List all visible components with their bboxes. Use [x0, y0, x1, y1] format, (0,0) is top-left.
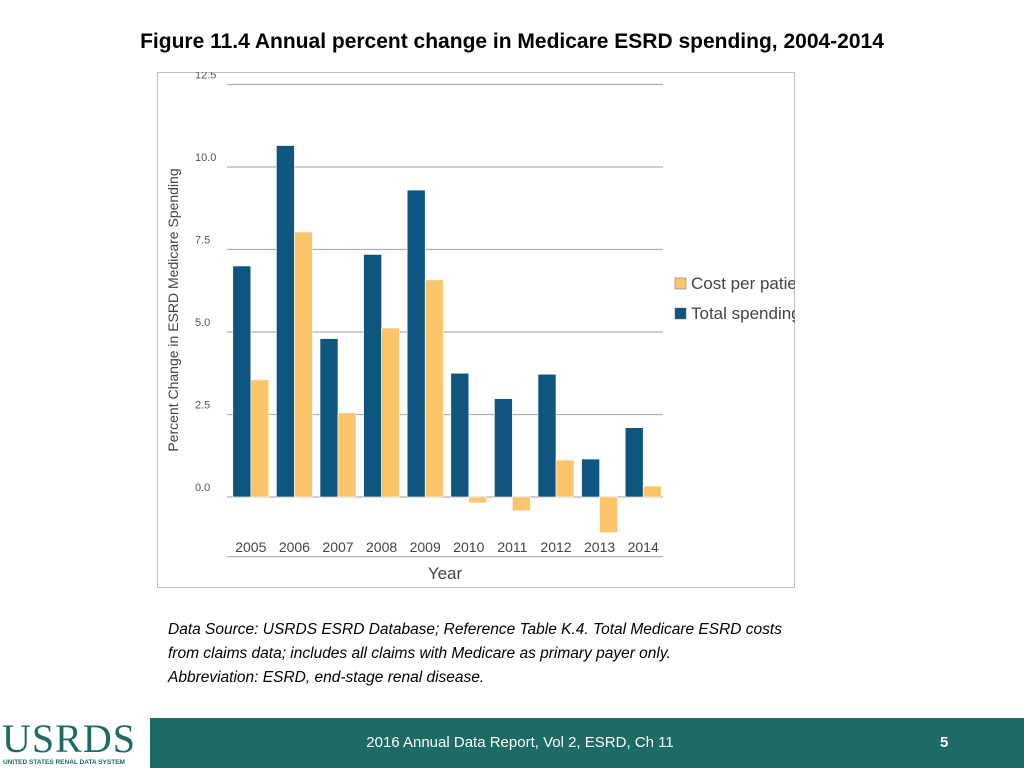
legend-swatch	[674, 307, 687, 320]
chart-frame	[157, 72, 795, 588]
bar-total-spending-2006	[276, 145, 295, 498]
bar-cost-per-patient-year-2007	[337, 412, 357, 498]
usrds-logo: USRDS UNITED STATES RENAL DATA SYSTEM	[0, 718, 150, 768]
x-tick-label: 2013	[584, 539, 615, 555]
bar-cost-per-patient-year-2012	[555, 459, 575, 498]
source-line-3: Abbreviation: ESRD, end-stage renal dise…	[168, 669, 485, 686]
footer-bar: USRDS UNITED STATES RENAL DATA SYSTEM 20…	[0, 718, 1024, 768]
bar-total-spending-2007	[319, 338, 339, 498]
bar-total-spending-2005	[232, 265, 252, 498]
page-number: 5	[940, 734, 949, 751]
legend-swatch	[674, 277, 687, 290]
y-tick-label: 10.0	[195, 152, 216, 164]
y-tick-label: 5.0	[195, 317, 210, 329]
bar-total-spending-2010	[450, 372, 470, 498]
x-tick-label: 2005	[235, 539, 266, 555]
y-tick-label: 0.0	[195, 482, 210, 494]
bar-cost-per-patient-year-2006	[294, 231, 313, 498]
x-tick-label: 2011	[497, 539, 527, 555]
x-axis-title: Year	[428, 564, 463, 583]
bar-cost-per-patient-year-2005	[250, 379, 270, 498]
source-line-1: Data Source: USRDS ESRD Database; Refere…	[168, 621, 782, 638]
bar-cost-per-patient-year-2011	[512, 496, 531, 512]
source-line-2: from claims data; includes all claims wi…	[168, 645, 671, 662]
logo-subtitle: UNITED STATES RENAL DATA SYSTEM	[3, 759, 125, 766]
legend-label: Total spending	[691, 304, 795, 323]
x-tick-label: 2010	[453, 539, 484, 555]
x-tick-label: 2009	[410, 539, 441, 555]
report-label: 2016 Annual Data Report, Vol 2, ESRD, Ch…	[366, 734, 674, 751]
bar-cost-per-patient-year-2014	[642, 485, 662, 498]
legend-label: Cost per patient year	[691, 274, 795, 293]
x-tick-label: 2014	[628, 539, 659, 555]
bar-cost-per-patient-year-2013	[599, 496, 618, 533]
bar-total-spending-2009	[406, 189, 426, 498]
bar-cost-per-patient-year-2010	[468, 496, 488, 504]
x-tick-label: 2007	[322, 539, 353, 555]
bar-total-spending-2014	[624, 427, 644, 498]
bar-total-spending-2013	[581, 458, 600, 498]
x-tick-label: 2006	[279, 539, 310, 555]
y-axis-title: Percent Change in ESRD Medicare Spending	[165, 168, 181, 451]
bar-total-spending-2012	[537, 373, 557, 498]
x-tick-label: 2008	[366, 539, 397, 555]
x-tick-label: 2012	[540, 539, 571, 555]
page-title: Figure 11.4 Annual percent change in Med…	[140, 30, 884, 53]
y-tick-label: 12.5	[195, 72, 216, 82]
bar-total-spending-2008	[363, 254, 382, 498]
y-tick-label: 2.5	[195, 400, 210, 412]
logo-text: USRDS	[2, 716, 136, 761]
bar-total-spending-2011	[494, 398, 513, 498]
bar-cost-per-patient-year-2008	[381, 327, 400, 498]
bar-cost-per-patient-year-2009	[424, 279, 444, 498]
bar-chart: 12.5 10.0 7.5 5.0 2.5 0.0 2005 2006 2007 2008 2009…	[165, 72, 795, 583]
y-tick-label: 7.5	[195, 235, 210, 247]
data-source-note: Data Source: USRDS ESRD Database; Refere…	[168, 618, 888, 690]
